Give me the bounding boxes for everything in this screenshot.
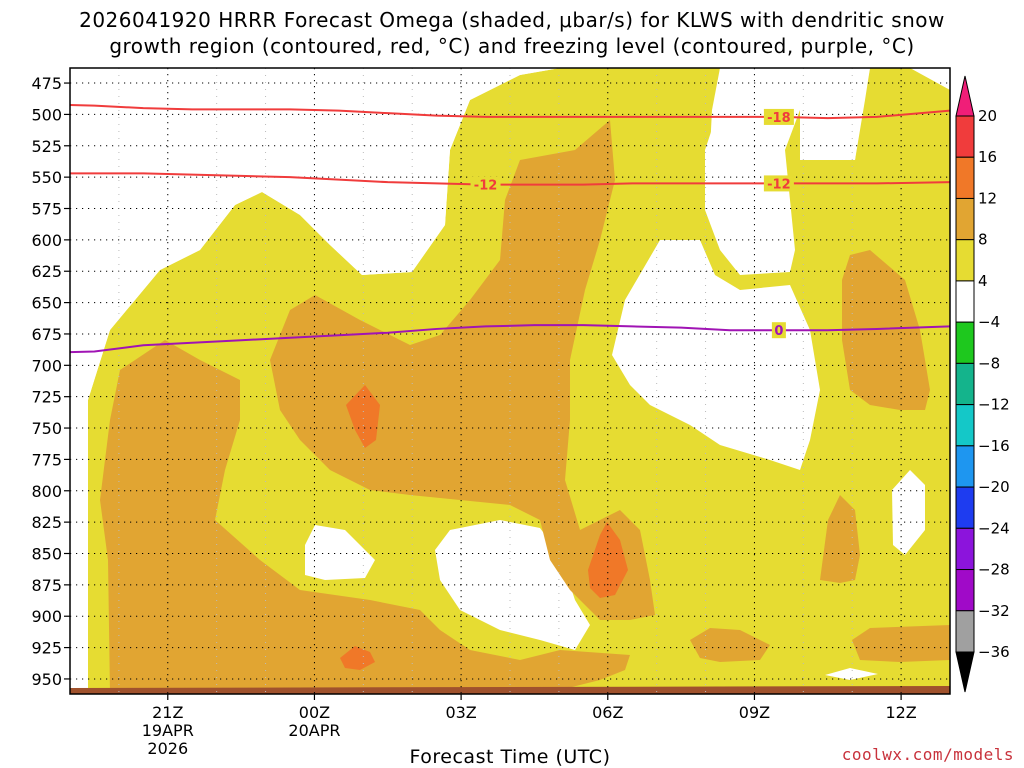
freezing-level-label: 0 <box>774 324 783 339</box>
freezing-level-label-bg <box>771 322 786 339</box>
omega-weak-region-top-right-2 <box>765 68 950 160</box>
colorbar-label-8: −16 <box>978 437 1010 455</box>
colorbar-box-5 <box>955 321 975 364</box>
omega-12-core-3 <box>340 646 375 670</box>
colorbar-label-13: −36 <box>978 643 1010 661</box>
y-tick-label-950: 950 <box>31 670 62 689</box>
chart-title-line-1: 2026041920 HRRR Forecast Omega (shaded, … <box>79 8 945 32</box>
omega-weak-region-top-left-1 <box>70 68 560 694</box>
y-tick-label-725: 725 <box>31 388 62 407</box>
y-tick-label-700: 700 <box>31 356 62 375</box>
gridlines <box>70 68 951 694</box>
omega-weak-region-bottom-right <box>825 668 878 680</box>
colorbar-box-12 <box>955 610 975 653</box>
plot-border <box>69 67 951 695</box>
x-tick-label-21Z: 21Z <box>152 703 183 722</box>
omega-shading <box>70 68 950 694</box>
y-tick-label-675: 675 <box>31 325 62 344</box>
colorbar-label-10: −24 <box>978 519 1010 537</box>
temperature-contours: -18 -12 -12 0 <box>70 104 950 354</box>
omega-8-region-bottom-center <box>690 628 770 662</box>
x-tick-label-03Z: 03Z <box>445 703 476 722</box>
y-tick-label-800: 800 <box>31 482 62 501</box>
colorbar-box-2 <box>955 197 975 241</box>
y-axis: 475 500 525 550 575 600 625 650 675 700 725 750 775 8… <box>31 74 70 689</box>
colorbar-label-1: 16 <box>978 148 997 166</box>
surface-terrain-band <box>70 686 950 694</box>
y-tick-label-575: 575 <box>31 200 62 219</box>
y-tick-label-900: 900 <box>31 607 62 626</box>
colorbar-box-6 <box>955 362 975 406</box>
y-tick-label-550: 550 <box>31 168 62 187</box>
omega-weak-region-top-right <box>710 68 740 170</box>
x-tick-label-06Z: 06Z <box>592 703 623 722</box>
omega-8-region-right-lower <box>820 495 860 583</box>
colorbar-label-6: −8 <box>978 354 1000 372</box>
omega-weak-region-mid-left <box>305 525 375 580</box>
colorbar-box-0 <box>955 115 975 158</box>
dgz-contour-label-0: -18 <box>767 111 791 126</box>
dgz-contour-label-2: -12 <box>767 177 791 192</box>
omega-8-region-bottom-right <box>852 625 950 662</box>
x-tick-label-00Z: 00Z <box>299 703 330 722</box>
colorbar-label-3: 8 <box>978 231 988 249</box>
omega-8-region-right-upper <box>842 250 930 410</box>
x-tick-year-21Z: 2026 <box>147 739 188 758</box>
colorbar-box-10 <box>955 527 975 571</box>
colorbar-label-11: −28 <box>978 561 1010 579</box>
y-tick-label-875: 875 <box>31 576 62 595</box>
y-tick-label-600: 600 <box>31 231 62 250</box>
dgz-contour-label-2-bg <box>763 175 794 192</box>
colorbar-label-12: −32 <box>978 602 1010 620</box>
plot-frame <box>69 67 951 695</box>
colorbar-min-arrow <box>955 651 975 693</box>
y-tick-label-500: 500 <box>31 105 62 124</box>
credit-text: coolwx.com/models <box>841 745 1014 764</box>
colorbar-label-0: 20 <box>978 107 997 125</box>
y-tick-label-775: 775 <box>31 450 62 469</box>
omega-colorbar: 20 16 12 8 4 −4 −8 −12 −16 −20 −24 −28 −32 −36 <box>955 75 1010 693</box>
colorbar-box-4 <box>955 280 975 323</box>
y-tick-label-925: 925 <box>31 639 62 658</box>
colorbar-label-7: −12 <box>978 396 1010 414</box>
colorbar-label-2: 12 <box>978 189 997 207</box>
colorbar-box-9 <box>955 486 975 529</box>
chart-title-line-2: growth region (contoured, red, °C) and f… <box>109 34 915 58</box>
colorbar-label-9: −20 <box>978 478 1010 496</box>
dgz-contour-label-1-bg <box>470 176 501 193</box>
x-tick-date-21Z: 19APR <box>142 721 194 740</box>
y-tick-label-850: 850 <box>31 544 62 563</box>
colorbar-label-5: −4 <box>978 313 1000 331</box>
y-tick-label-525: 525 <box>31 137 62 156</box>
colorbar-max-arrow <box>955 75 975 117</box>
colorbar-label-4: 4 <box>978 272 988 290</box>
y-tick-label-825: 825 <box>31 513 62 532</box>
x-axis-label: Forecast Time (UTC) <box>409 746 611 768</box>
x-tick-label-12Z: 12Z <box>885 703 916 722</box>
colorbar-box-8 <box>955 445 975 488</box>
colorbar-box-11 <box>955 569 975 612</box>
dgz-contour-label-1: -12 <box>474 179 498 194</box>
y-tick-label-625: 625 <box>31 262 62 281</box>
y-tick-label-475: 475 <box>31 74 62 93</box>
omega-weak-region-center <box>612 240 820 470</box>
y-tick-label-650: 650 <box>31 294 62 313</box>
colorbar-box-1 <box>955 156 975 199</box>
omega-12-core-1 <box>346 385 380 448</box>
y-tick-label-750: 750 <box>31 419 62 438</box>
colorbar-box-7 <box>955 404 975 447</box>
dgz-contour-label-0-bg <box>763 108 794 125</box>
colorbar-box-3 <box>955 239 975 282</box>
x-tick-label-09Z: 09Z <box>739 703 770 722</box>
x-tick-date-00Z: 20APR <box>288 721 340 740</box>
